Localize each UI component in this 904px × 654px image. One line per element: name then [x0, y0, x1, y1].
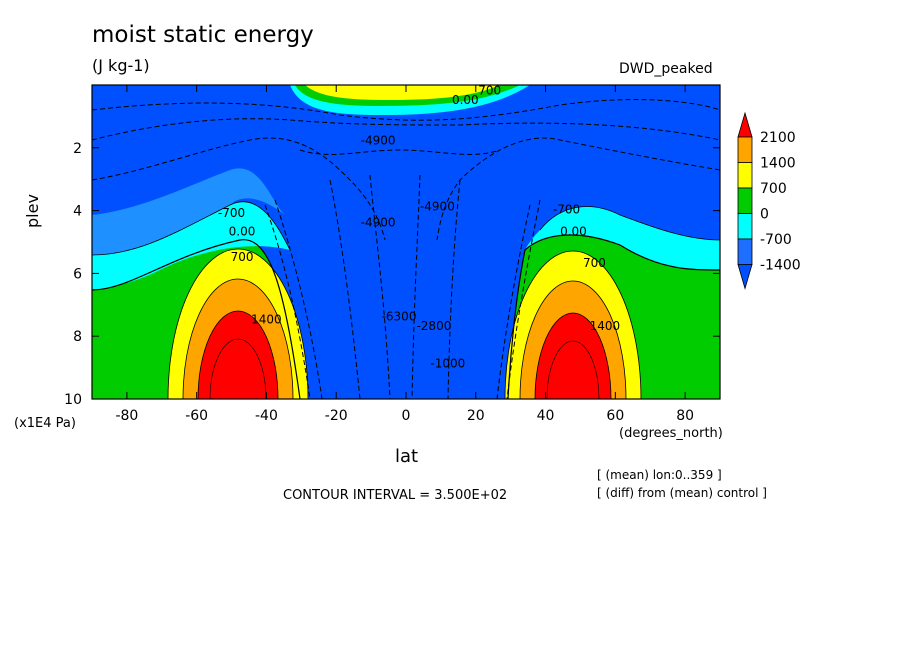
colorbar-swatch [737, 213, 753, 240]
experiment-label: DWD_peaked [619, 61, 713, 77]
colorbar-label: -1400 [760, 258, 801, 274]
colorbar-label: -700 [760, 232, 792, 248]
x-tick-label: 60 [606, 408, 624, 424]
contour-label: 1400 [251, 313, 282, 327]
note-lon: [ (mean) lon:0..359 ] [597, 468, 722, 482]
contour-label: -700 [218, 206, 245, 220]
fill-region [525, 206, 720, 270]
colorbar-swatch [737, 136, 753, 163]
contour-interval: CONTOUR INTERVAL = 3.500E+02 [283, 488, 508, 503]
colorbar: 2100 1400 700 0 -700 -1400 [737, 111, 801, 290]
contour-label: 1400 [590, 319, 621, 333]
y-tick-label: 6 [73, 266, 82, 282]
fill-region [198, 311, 278, 399]
contour-label: -6300 [382, 310, 417, 324]
x-ticks: -80 -60 -40 -20 0 20 40 60 80 [115, 85, 694, 424]
contour-label: 700 [231, 250, 254, 264]
x-tick-label: -40 [255, 408, 278, 424]
contour-label: -2800 [416, 319, 451, 333]
colorbar-extend-top [737, 111, 753, 138]
colorbar-label: 2100 [760, 130, 796, 146]
contour-fill [92, 85, 720, 399]
colorbar-label: 1400 [760, 156, 796, 172]
chart-title: moist static energy [92, 22, 314, 48]
contour-label: 0.00 [560, 225, 587, 239]
contour-lines [92, 99, 720, 399]
x-tick-label: 80 [676, 408, 694, 424]
fill-region [305, 85, 500, 100]
chart-units: (J kg-1) [92, 56, 150, 75]
contour-label: 0.00 [229, 225, 256, 239]
contour-label: -4900 [361, 134, 396, 148]
y-axis-unit: (x1E4 Pa) [14, 416, 76, 431]
fill-region [92, 201, 290, 290]
y-tick-label: 2 [73, 141, 82, 157]
colorbar-extend-bottom [737, 264, 753, 290]
contour-label: -4900 [361, 215, 396, 229]
colorbar-swatch [737, 187, 753, 214]
note-diff: [ (diff) from (mean) control ] [597, 486, 767, 500]
x-tick-label: -80 [115, 408, 138, 424]
x-tick-label: 0 [402, 408, 411, 424]
contour-label: -1000 [430, 357, 465, 371]
y-tick-label: 10 [64, 392, 82, 408]
fill-region [535, 313, 611, 399]
contour-label: 700 [478, 83, 501, 97]
colorbar-label: 700 [760, 181, 787, 197]
x-tick-label: 20 [467, 408, 485, 424]
x-axis-label: lat [395, 446, 419, 467]
contour-label: -4900 [420, 200, 455, 214]
contour-label: 0.00 [452, 93, 479, 107]
colorbar-swatch [737, 238, 753, 265]
colorbar-label: 0 [760, 207, 769, 223]
y-tick-label: 4 [73, 204, 82, 220]
contour-label: -700 [553, 203, 580, 217]
fill-region [92, 168, 285, 255]
contour-label: 700 [583, 256, 606, 270]
x-tick-label: 40 [537, 408, 555, 424]
x-tick-label: -20 [325, 408, 348, 424]
x-axis-unit: (degrees_north) [619, 426, 723, 441]
y-tick-label: 8 [73, 329, 82, 345]
x-tick-label: -60 [185, 408, 208, 424]
y-ticks: 2 4 6 8 10 [64, 141, 720, 408]
colorbar-swatch [737, 162, 753, 189]
